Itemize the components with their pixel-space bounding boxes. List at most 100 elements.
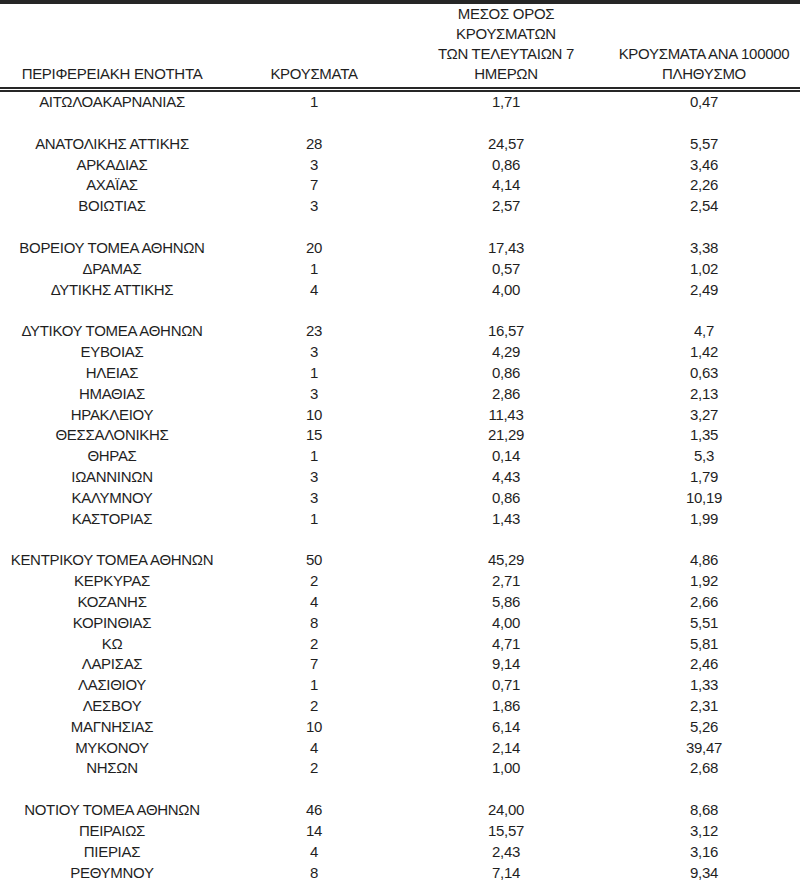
cases-per-100k-cell: 5,51: [608, 613, 800, 634]
table-row: ΚΟΡΙΝΘΙΑΣ84,005,51: [0, 613, 800, 634]
cases-per-100k-cell: 2,68: [608, 758, 800, 779]
avg-7day-cases-cell: 0,14: [404, 446, 608, 467]
cases-cell: 1: [224, 363, 404, 384]
spacer-cell: [0, 113, 800, 134]
cases-cell: 8: [224, 863, 404, 881]
regional-unit-cell: ΚΑΛΥΜΝΟΥ: [0, 488, 224, 509]
avg-7day-cases-cell: 2,14: [404, 738, 608, 759]
avg-7day-cases-cell: 1,86: [404, 696, 608, 717]
table-row: ΗΡΑΚΛΕΙΟΥ1011,433,27: [0, 405, 800, 426]
table-row: ΚΟΖΑΝΗΣ45,862,66: [0, 592, 800, 613]
cases-cell: 4: [224, 280, 404, 301]
table-row: ΜΑΓΝΗΣΙΑΣ106,145,26: [0, 717, 800, 738]
avg-7day-cases-cell: 4,00: [404, 613, 608, 634]
table-row: ΝΗΣΩΝ21,002,68: [0, 758, 800, 779]
avg-7day-cases-cell: 15,57: [404, 821, 608, 842]
cases-cell: 10: [224, 405, 404, 426]
table-row: ΒΟΡΕΙΟΥ ΤΟΜΕΑ ΑΘΗΝΩΝ2017,433,38: [0, 238, 800, 259]
column-header-cases: ΚΡΟΥΣΜΑΤΑ: [224, 4, 404, 90]
cases-per-100k-cell: 1,79: [608, 467, 800, 488]
table-row: ΝΟΤΙΟΥ ΤΟΜΕΑ ΑΘΗΝΩΝ4624,008,68: [0, 800, 800, 821]
cases-per-100k-cell: 1,35: [608, 425, 800, 446]
cases-cell: 1: [224, 446, 404, 467]
cases-per-100k-cell: 3,46: [608, 155, 800, 176]
regional-unit-cell: ΝΗΣΩΝ: [0, 758, 224, 779]
cases-per-100k-cell: 39,47: [608, 738, 800, 759]
table-row: ΑΝΑΤΟΛΙΚΗΣ ΑΤΤΙΚΗΣ2824,575,57: [0, 134, 800, 155]
regional-unit-cell: ΠΕΙΡΑΙΩΣ: [0, 821, 224, 842]
table-row: ΚΑΛΥΜΝΟΥ30,8610,19: [0, 488, 800, 509]
regional-unit-cell: ΡΕΘΥΜΝΟΥ: [0, 863, 224, 881]
regional-unit-cell: ΔΥΤΙΚΗΣ ΑΤΤΙΚΗΣ: [0, 280, 224, 301]
cases-cell: 2: [224, 634, 404, 655]
cases-per-100k-cell: 1,99: [608, 509, 800, 530]
table-row: ΗΜΑΘΙΑΣ32,862,13: [0, 384, 800, 405]
cases-cell: 4: [224, 592, 404, 613]
table-row: ΚΑΣΤΟΡΙΑΣ11,431,99: [0, 509, 800, 530]
column-header-cases-per-100k: ΚΡΟΥΣΜΑΤΑ ΑΝΑ 100000 ΠΛΗΘΥΣΜΟ: [608, 4, 800, 90]
table-row: ΔΥΤΙΚΗΣ ΑΤΤΙΚΗΣ44,002,49: [0, 280, 800, 301]
avg-7day-cases-cell: 21,29: [404, 425, 608, 446]
cases-per-100k-cell: 2,13: [608, 384, 800, 405]
cases-cell: 1: [224, 509, 404, 530]
regional-unit-cell: ΑΙΤΩΛΟΑΚΑΡΝΑΝΙΑΣ: [0, 90, 224, 113]
regional-unit-cell: ΘΗΡΑΣ: [0, 446, 224, 467]
table-row: ΑΡΚΑΔΙΑΣ30,863,46: [0, 155, 800, 176]
avg-7day-cases-cell: 4,00: [404, 280, 608, 301]
document-page: ΠΕΡΙΦΕΡΕΙΑΚΗ ΕΝΟΤΗΤΑ ΚΡΟΥΣΜΑΤΑ ΜΕΣΟΣ ΟΡΟ…: [0, 0, 800, 881]
regional-unit-cell: ΛΑΣΙΘΙΟΥ: [0, 675, 224, 696]
regional-unit-cell: ΛΕΣΒΟΥ: [0, 696, 224, 717]
cases-cell: 46: [224, 800, 404, 821]
cases-cell: 1: [224, 90, 404, 113]
avg-7day-cases-cell: 17,43: [404, 238, 608, 259]
cases-cell: 3: [224, 467, 404, 488]
cases-per-100k-cell: 5,3: [608, 446, 800, 467]
table-row: ΑΙΤΩΛΟΑΚΑΡΝΑΝΙΑΣ11,710,47: [0, 90, 800, 113]
group-spacer-row: [0, 113, 800, 134]
cases-cell: 20: [224, 238, 404, 259]
cases-cell: 2: [224, 571, 404, 592]
cases-per-100k-cell: 1,33: [608, 675, 800, 696]
regional-unit-cell: ΜΑΓΝΗΣΙΑΣ: [0, 717, 224, 738]
avg-7day-cases-cell: 0,71: [404, 675, 608, 696]
table-row: ΑΧΑΪΑΣ74,142,26: [0, 175, 800, 196]
table-row: ΒΟΙΩΤΙΑΣ32,572,54: [0, 196, 800, 217]
avg-7day-cases-cell: 4,71: [404, 634, 608, 655]
regional-unit-cell: ΑΝΑΤΟΛΙΚΗΣ ΑΤΤΙΚΗΣ: [0, 134, 224, 155]
cases-per-100k-cell: 8,68: [608, 800, 800, 821]
regional-unit-cell: ΚΑΣΤΟΡΙΑΣ: [0, 509, 224, 530]
regional-unit-cell: ΚΟΖΑΝΗΣ: [0, 592, 224, 613]
cases-cell: 3: [224, 155, 404, 176]
avg-7day-cases-cell: 2,43: [404, 842, 608, 863]
regional-unit-cell: ΗΛΕΙΑΣ: [0, 363, 224, 384]
cases-per-100k-cell: 2,46: [608, 654, 800, 675]
cases-per-100k-cell: 1,92: [608, 571, 800, 592]
avg-7day-cases-cell: 0,57: [404, 259, 608, 280]
table-row: ΛΑΡΙΣΑΣ79,142,46: [0, 654, 800, 675]
cases-per-100k-cell: 3,38: [608, 238, 800, 259]
regional-unit-cell: ΔΥΤΙΚΟΥ ΤΟΜΕΑ ΑΘΗΝΩΝ: [0, 321, 224, 342]
spacer-cell: [0, 779, 800, 800]
avg-7day-cases-cell: 0,86: [404, 488, 608, 509]
regional-unit-cell: ΗΜΑΘΙΑΣ: [0, 384, 224, 405]
avg-7day-cases-cell: 24,00: [404, 800, 608, 821]
column-header-regional-unit: ΠΕΡΙΦΕΡΕΙΑΚΗ ΕΝΟΤΗΤΑ: [0, 4, 224, 90]
cases-per-100k-cell: 2,26: [608, 175, 800, 196]
cases-cell: 28: [224, 134, 404, 155]
regional-unit-cell: ΜΥΚΟΝΟΥ: [0, 738, 224, 759]
cases-per-100k-cell: 1,42: [608, 342, 800, 363]
cases-per-100k-cell: 3,12: [608, 821, 800, 842]
regional-unit-cell: ΠΙΕΡΙΑΣ: [0, 842, 224, 863]
avg-7day-cases-cell: 4,14: [404, 175, 608, 196]
cases-per-100k-cell: 1,02: [608, 259, 800, 280]
avg-7day-cases-cell: 4,43: [404, 467, 608, 488]
regional-unit-cell: ΒΟΡΕΙΟΥ ΤΟΜΕΑ ΑΘΗΝΩΝ: [0, 238, 224, 259]
avg-7day-cases-cell: 1,71: [404, 90, 608, 113]
cases-cell: 7: [224, 175, 404, 196]
avg-7day-cases-cell: 24,57: [404, 134, 608, 155]
table-row: ΘΗΡΑΣ10,145,3: [0, 446, 800, 467]
regional-unit-cell: ΝΟΤΙΟΥ ΤΟΜΕΑ ΑΘΗΝΩΝ: [0, 800, 224, 821]
avg-7day-cases-cell: 11,43: [404, 405, 608, 426]
cases-per-100k-cell: 5,81: [608, 634, 800, 655]
table-row: ΚΩ24,715,81: [0, 634, 800, 655]
